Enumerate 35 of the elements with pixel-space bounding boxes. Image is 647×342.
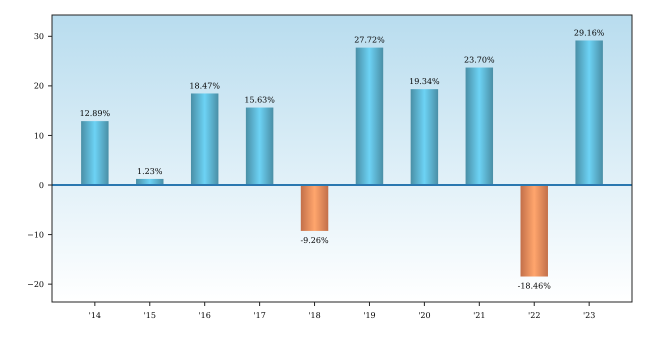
data-label: 18.47%: [189, 81, 220, 90]
x-tick-label: '20: [418, 311, 431, 320]
x-tick-label: '16: [198, 311, 211, 320]
bar: [520, 185, 548, 277]
bar: [246, 108, 274, 186]
y-tick-label: 30: [34, 32, 44, 42]
x-tick-label: '19: [363, 311, 376, 320]
bar: [81, 121, 109, 186]
x-tick-label: '14: [88, 311, 102, 320]
data-label: 27.72%: [354, 36, 386, 45]
x-tick-label: '15: [144, 311, 156, 320]
data-label: 19.34%: [409, 77, 440, 86]
y-tick-label: −10: [27, 230, 44, 240]
data-label: 1.23%: [137, 166, 163, 176]
bar: [356, 48, 384, 186]
data-label: -9.26%: [300, 236, 329, 245]
bar: [300, 185, 328, 231]
bar: [575, 40, 603, 186]
data-label: 12.89%: [80, 109, 110, 118]
x-tick-label: '22: [528, 311, 540, 320]
data-label: 15.63%: [244, 96, 276, 105]
y-tick-label: 10: [34, 131, 44, 140]
x-tick-label: '23: [582, 311, 596, 320]
data-label: -18.46%: [518, 282, 552, 291]
y-tick-label: 20: [34, 82, 44, 91]
y-tick-label: −20: [27, 280, 44, 289]
bar: [190, 93, 218, 186]
bar: [466, 68, 494, 186]
y-tick-label: 0: [38, 180, 44, 190]
x-tick-label: '18: [308, 311, 321, 320]
data-label: 23.70%: [464, 56, 495, 65]
x-tick-label: '17: [253, 311, 266, 320]
bar: [410, 89, 438, 186]
x-tick-label: '21: [473, 311, 486, 320]
data-label: 29.16%: [574, 28, 605, 38]
